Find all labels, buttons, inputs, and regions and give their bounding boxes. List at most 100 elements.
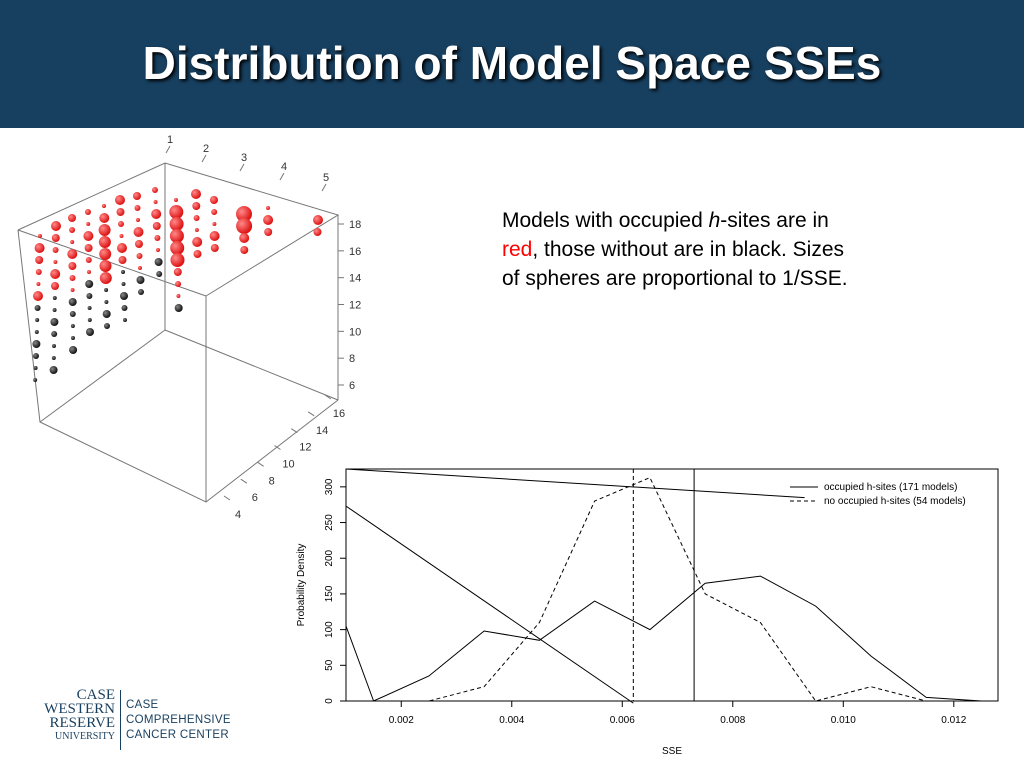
x-tick-label: 0.002 (389, 715, 414, 726)
sphere-unoccupied (51, 356, 56, 360)
x3d-tick (321, 183, 327, 192)
cube-frame (17, 162, 340, 503)
sphere-occupied (117, 243, 127, 253)
sphere-occupied (70, 288, 75, 292)
cwru-line-2: WESTERN (44, 701, 115, 717)
sphere-occupied (68, 262, 77, 270)
sphere-occupied (99, 272, 112, 284)
sphere-occupied (84, 244, 93, 252)
cwru-line-1: CASE (76, 687, 115, 703)
sphere-occupied (192, 237, 203, 247)
sphere-occupied (176, 294, 181, 298)
sphere-occupied (99, 248, 112, 260)
ccc-line-2: COMPREHENSIVE (126, 714, 231, 726)
sphere-occupied (170, 241, 185, 255)
z3d-tick-label: 10 (349, 326, 361, 338)
sphere-occupied (34, 243, 45, 253)
y3d-tick (291, 428, 298, 434)
sphere-unoccupied (52, 308, 57, 312)
y-axis-label: Probability Density (296, 544, 307, 627)
sphere-occupied (194, 228, 199, 232)
y3d-tick (274, 445, 281, 450)
y-tick-label: 50 (324, 659, 335, 671)
x-axis-label: SSE (662, 746, 682, 757)
description-text: Models with occupied h-sites are in red,… (502, 206, 862, 293)
sphere-occupied (87, 270, 91, 274)
x3d-tick (201, 154, 207, 163)
sphere-unoccupied (69, 346, 78, 354)
sphere-occupied (35, 269, 42, 275)
y3d-tick-label: 4 (235, 509, 241, 521)
sphere-unoccupied (123, 318, 127, 322)
sphere-occupied (83, 231, 94, 241)
sphere-occupied (313, 228, 322, 236)
sphere-occupied (313, 215, 323, 225)
sphere-occupied (118, 221, 124, 227)
legend-label-unoccupied: no occupied h-sites (54 models) (824, 496, 966, 507)
sphere-occupied (50, 269, 61, 279)
sphere-occupied (133, 192, 141, 200)
sphere-unoccupied (104, 323, 110, 329)
sphere-occupied (151, 209, 162, 219)
sphere-unoccupied (121, 270, 125, 274)
sphere-unoccupied (51, 331, 58, 337)
series-line-unoccupied (373, 476, 982, 702)
sphere-occupied (35, 256, 44, 264)
x-tick-label: 0.006 (610, 715, 635, 726)
sphere-unoccupied (121, 305, 128, 311)
sphere-occupied (239, 233, 250, 243)
y3d-tick (223, 495, 231, 501)
sphere-occupied (102, 204, 106, 208)
sphere-unoccupied (70, 324, 75, 328)
y-tick-label: 100 (324, 621, 335, 638)
x3d-tick (239, 163, 245, 172)
legend-label-occupied: occupied h-sites (171 models) (824, 482, 957, 493)
y3d-tick (257, 461, 264, 467)
ccc-line-3: CANCER CENTER (126, 729, 229, 741)
sphere-occupied (51, 282, 59, 290)
x-tick-label: 0.012 (941, 715, 966, 726)
cwru-logo: CASE WESTERN RESERVE UNIVERSITY (30, 688, 115, 744)
x3d-tick-label: 5 (323, 172, 329, 184)
sphere-occupied (210, 196, 218, 204)
sphere-occupied (193, 250, 202, 258)
sphere-occupied (170, 253, 185, 267)
sphere-occupied (38, 234, 42, 238)
sphere-occupied (69, 227, 76, 233)
sphere-unoccupied (120, 292, 128, 300)
y-tick-label: 150 (324, 585, 335, 602)
x3d-tick-label: 2 (203, 143, 209, 155)
sphere-unoccupied (50, 318, 59, 326)
sphere-occupied (68, 214, 76, 222)
desc-part-1: Models with occupied (502, 209, 709, 232)
sphere-occupied (119, 234, 124, 238)
sphere-occupied (85, 257, 92, 263)
z3d-tick-label: 16 (349, 246, 361, 258)
z3d-tick-label: 14 (349, 273, 361, 285)
y-tick-label: 0 (324, 698, 335, 704)
sphere-unoccupied (174, 304, 183, 312)
legend: occupied h-sites (171 models) no occupie… (790, 482, 966, 507)
sphere-occupied (153, 200, 158, 204)
y3d-tick-label: 10 (282, 459, 294, 471)
cancer-center-logo: CASE COMPREHENSIVE CANCER CENTER (126, 698, 231, 743)
sphere-occupied (263, 215, 274, 225)
y3d-tick-label: 12 (299, 442, 311, 454)
y-tick-label: 250 (324, 514, 335, 531)
x3d-tick-label: 4 (281, 161, 287, 173)
sphere-unoccupied (71, 336, 75, 340)
desc-red-word: red (502, 238, 533, 261)
sphere-occupied (98, 236, 111, 248)
x3d-tick-label: 1 (167, 134, 173, 146)
sphere-occupied (212, 222, 217, 226)
sphere-occupied (138, 266, 142, 270)
sphere-occupied (236, 218, 253, 234)
sphere-occupied (169, 205, 184, 219)
sphere-occupied (136, 218, 140, 222)
density-lines (345, 468, 982, 704)
sphere-occupied (85, 209, 91, 215)
plot-box (345, 468, 999, 702)
